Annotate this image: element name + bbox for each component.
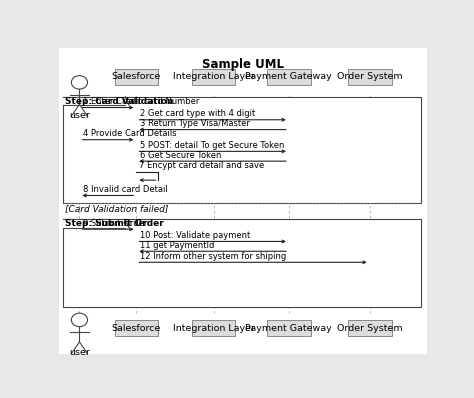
FancyBboxPatch shape [191,320,236,336]
Text: Step: Card Validation: Step: Card Validation [65,97,174,105]
FancyBboxPatch shape [267,69,310,85]
Text: 11 get PaymentId: 11 get PaymentId [140,241,214,250]
Bar [63,97,421,203]
Text: Salesforce: Salesforce [112,324,161,333]
Text: Salesforce: Salesforce [112,72,161,81]
Text: 2 Get card type with 4 digit: 2 Get card type with 4 digit [140,109,255,118]
Text: 8 Invalid card Detail: 8 Invalid card Detail [83,185,168,194]
Text: 4 Provide Card Details: 4 Provide Card Details [83,129,177,138]
FancyBboxPatch shape [115,69,158,85]
Text: Sample UML: Sample UML [202,59,284,72]
FancyBboxPatch shape [348,320,392,336]
Bar [63,97,125,105]
Text: 9 Submit Order: 9 Submit Order [83,219,147,228]
Text: Payment Gateway: Payment Gateway [246,324,332,333]
FancyBboxPatch shape [191,69,236,85]
FancyBboxPatch shape [267,320,310,336]
Text: Integration Layer: Integration Layer [173,324,255,333]
Text: [Card Validation failed]: [Card Validation failed] [65,204,169,213]
Text: user: user [69,111,90,119]
Text: user: user [69,348,90,357]
Text: 12 Inform other system for shiping: 12 Inform other system for shiping [140,252,286,261]
Bar [63,219,421,307]
FancyBboxPatch shape [115,320,158,336]
Text: 6 Get Secure Token: 6 Get Secure Token [140,150,221,160]
Bar [63,219,125,228]
Text: 10 Post: Validate payment: 10 Post: Validate payment [140,231,250,240]
Text: 3 Return Type Visa/Master: 3 Return Type Visa/Master [140,119,250,128]
Text: Integration Layer: Integration Layer [173,72,255,81]
Bar [63,97,421,203]
Text: Payment Gateway: Payment Gateway [246,72,332,81]
Text: 7 Encypt card detail and save: 7 Encypt card detail and save [139,161,264,170]
Text: Order System: Order System [337,324,402,333]
Text: Order System: Order System [337,72,402,81]
Text: 5 POST: detail To get Secure Token: 5 POST: detail To get Secure Token [140,141,284,150]
Bar [63,219,421,307]
FancyBboxPatch shape [348,69,392,85]
Text: Step: Submit Order: Step: Submit Order [65,219,164,228]
Text: 1 Enter Credit card Number: 1 Enter Credit card Number [83,97,200,106]
